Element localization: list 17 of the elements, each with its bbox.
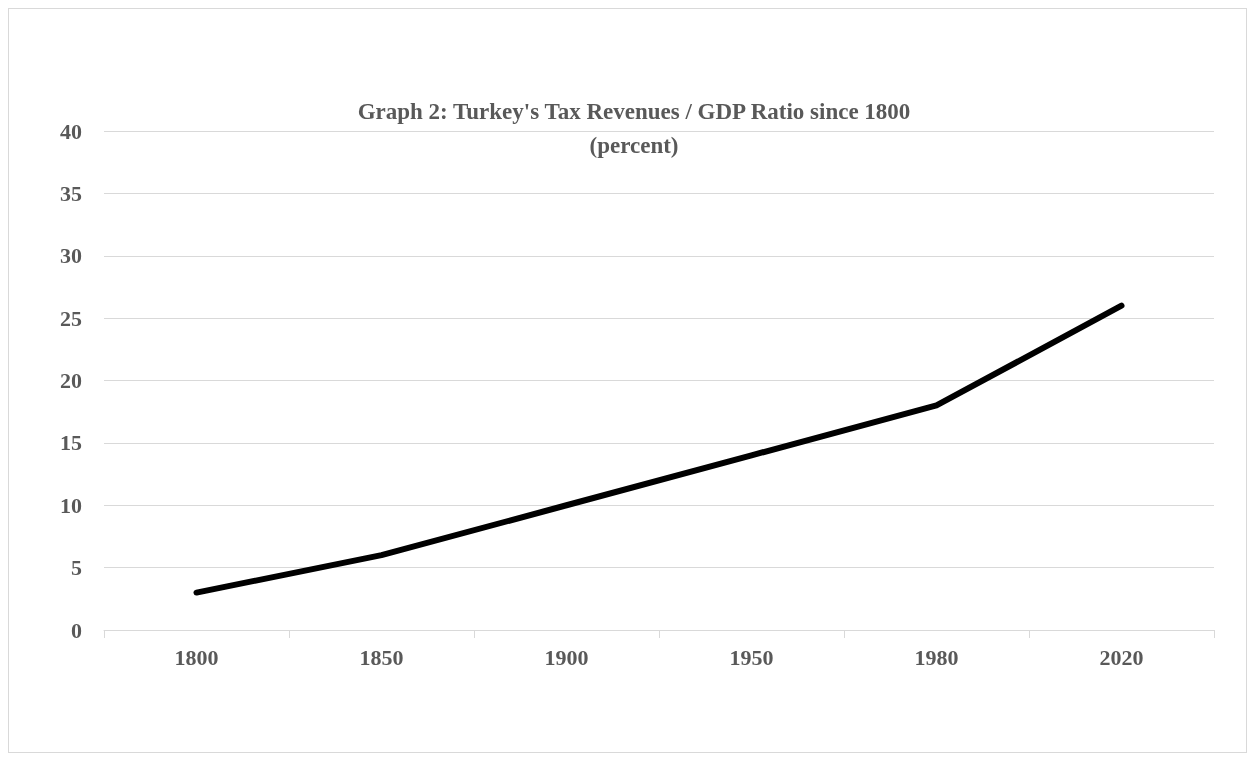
x-tick-label: 1850 [359,644,404,670]
x-tick-label: 1800 [174,644,219,670]
y-tick-label: 20 [60,368,82,393]
x-tick-label: 2020 [1099,644,1144,670]
chart-subtitle: (percent) [589,133,679,158]
y-tick-label: 25 [60,305,82,331]
chart-title: Graph 2: Turkey's Tax Revenues / GDP Ratio since 1800 [357,99,911,124]
y-tick-label: 10 [60,492,82,518]
x-tick-label: 1980 [914,644,959,670]
x-tick-label: 1950 [729,644,774,670]
y-tick-label: 5 [71,555,82,581]
y-tick-label: 40 [60,118,82,144]
y-tick-label: 30 [60,243,82,269]
x-tick-label: 1900 [544,644,589,670]
y-tick-label: 35 [60,180,82,206]
y-tick-label: 0 [71,617,82,643]
y-tick-label: 15 [60,430,82,456]
